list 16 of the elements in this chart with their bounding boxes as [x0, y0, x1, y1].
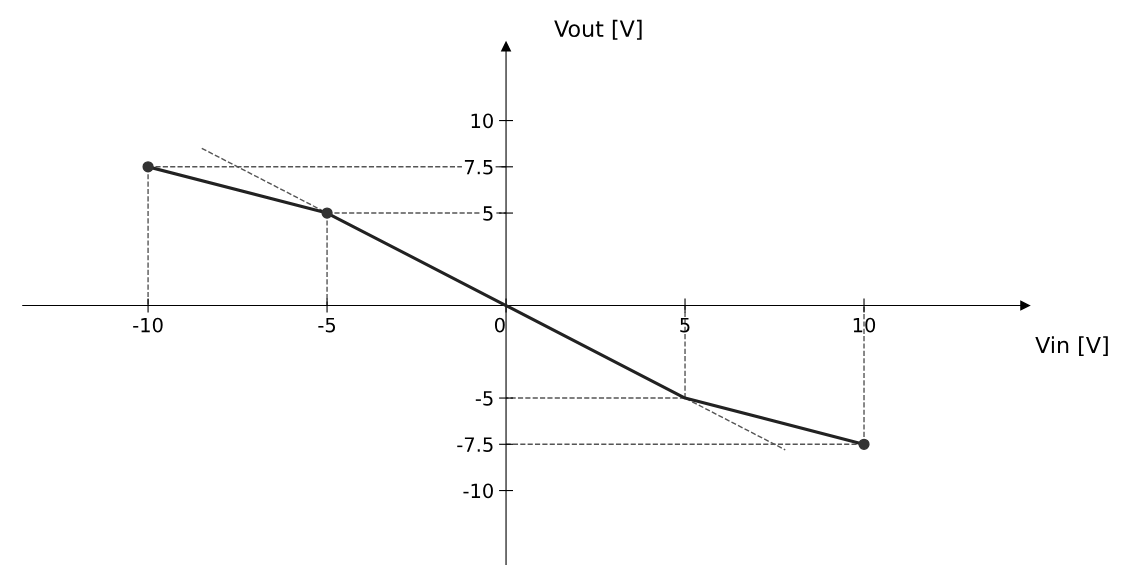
y-tick-label: -10	[463, 483, 493, 499]
x-tick-label: 5	[680, 317, 690, 333]
y-tick-label: -5	[475, 391, 493, 406]
y-tick-label: 7.5	[464, 160, 493, 175]
x-axis-title: Vin [V]	[1035, 336, 1108, 357]
point	[321, 207, 333, 219]
y-tick-label: 5	[483, 206, 493, 221]
y-axis-title: Vout [V]	[554, 19, 642, 40]
y-tick-label: 10	[471, 113, 493, 129]
x-tick-label: -5	[318, 317, 336, 333]
x-tick-label: 0	[494, 317, 505, 333]
point	[142, 161, 154, 173]
y-tick-label: -7.5	[457, 437, 493, 452]
x-tick-label: -10	[133, 317, 163, 333]
x-tick-label: 10	[853, 317, 876, 333]
point	[858, 438, 870, 450]
